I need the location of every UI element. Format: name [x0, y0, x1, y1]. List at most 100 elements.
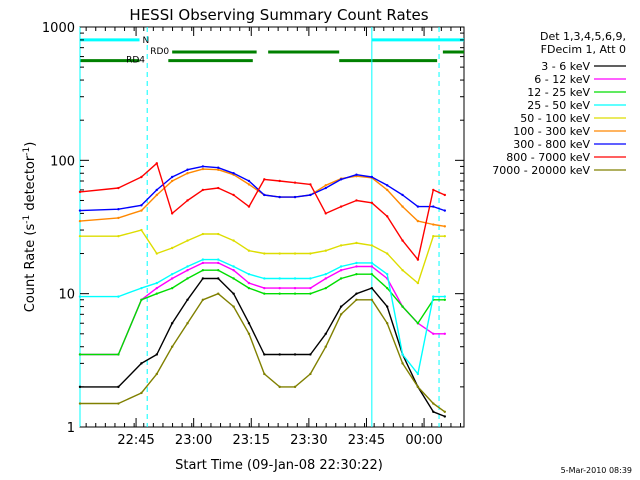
x-tick-label: 22:45: [117, 433, 154, 448]
legend-label-6: 300 - 800 keV: [513, 138, 590, 151]
series-7-point-0: [78, 190, 82, 194]
series-6-point-14: [324, 186, 327, 190]
series-5-point-0: [78, 219, 82, 223]
series-5-point-22: [443, 225, 446, 228]
series-0-point-17: [370, 286, 374, 290]
series-4-point-6: [201, 232, 205, 236]
series-4-point-2: [140, 228, 143, 232]
series-7-point-17: [370, 201, 374, 205]
series-1-point-10: [263, 286, 266, 290]
reference-lines: [79, 27, 440, 427]
series-7-point-9: [247, 205, 251, 208]
series-7-point-1: [117, 186, 120, 190]
series-3-point-0: [78, 295, 82, 298]
series-7-point-11: [278, 179, 281, 183]
series-1-point-21: [432, 332, 435, 336]
y-axis: 1 10 100 1000: [42, 21, 464, 436]
legend-header-line-0: Det 1,3,4,5,6,9,: [540, 30, 626, 43]
series-4-point-14: [324, 249, 327, 252]
series-1-point-15: [339, 268, 343, 272]
series-8-point-9: [247, 332, 251, 336]
legend-label-1: 6 - 12 keV: [534, 73, 590, 86]
series-3-point-18: [386, 272, 389, 276]
series-8-point-3: [155, 372, 158, 376]
y-axis-label: Count Rate (s-1 detector-1): [22, 142, 38, 313]
series-6-point-10: [263, 193, 266, 197]
series-5: [78, 167, 446, 228]
state-bar-label-rd0: RD0: [150, 47, 169, 57]
legend-label-4: 50 - 100 keV: [520, 112, 590, 125]
series-8-point-1: [117, 402, 120, 405]
series-3-point-9: [247, 272, 251, 276]
legend-label-8: 7000 - 20000 keV: [492, 164, 590, 177]
series-8-point-10: [263, 372, 266, 376]
series-2: [78, 268, 446, 356]
series-1-point-13: [309, 286, 312, 290]
series-8-point-15: [339, 313, 343, 316]
series-0-point-18: [386, 305, 389, 308]
series-7-point-3: [155, 162, 158, 165]
series-8-point-7: [217, 292, 220, 295]
series-2-point-7: [217, 268, 220, 272]
series-2-point-8: [232, 277, 235, 280]
series-4-point-18: [386, 252, 389, 255]
x-tick-label: 23:30: [290, 433, 327, 448]
series-1-point-14: [324, 277, 327, 280]
series-1-point-22: [443, 332, 446, 336]
series-1-point-5: [186, 268, 189, 272]
series-7-point-16: [355, 199, 358, 202]
series-0-point-9: [247, 322, 251, 325]
series-8-point-13: [309, 372, 312, 376]
series-1-point-16: [355, 265, 358, 268]
series-5-point-21: [432, 223, 435, 226]
series-2-point-0: [78, 353, 82, 356]
series-7-point-18: [386, 215, 389, 218]
series-4-point-5: [186, 239, 189, 242]
series-8-point-8: [232, 305, 235, 308]
series-2-point-9: [247, 286, 251, 290]
series-3-point-8: [232, 265, 235, 268]
series-0-point-11: [278, 353, 281, 356]
series-0-point-21: [432, 410, 435, 414]
series-8-point-12: [293, 385, 297, 389]
series-5-point-1: [117, 216, 120, 220]
legend-label-2: 12 - 25 keV: [527, 86, 590, 99]
y-tick-label: 100: [50, 154, 75, 169]
series-5-point-18: [386, 188, 389, 192]
series-8-point-5: [186, 322, 189, 325]
series-2-point-11: [278, 292, 281, 295]
series-4-point-16: [355, 241, 358, 245]
x-tick-label: 23:15: [233, 433, 270, 448]
series-3-point-21: [432, 295, 435, 298]
series-6-point-1: [117, 208, 120, 211]
series-line-1: [80, 262, 445, 356]
series-3-point-5: [186, 265, 189, 268]
series-8-point-6: [201, 298, 205, 301]
series-6-point-6: [201, 165, 205, 168]
series-line-8: [80, 293, 446, 413]
series-1-point-4: [170, 277, 174, 280]
series-3-point-2: [140, 286, 143, 290]
series-3-point-16: [355, 261, 358, 265]
series-3-point-15: [339, 265, 343, 268]
series-8-point-22: [443, 410, 446, 414]
series-0-point-3: [155, 353, 158, 356]
series-line-6: [79, 165, 446, 212]
series-2-point-19: [401, 305, 404, 308]
series-7-point-13: [309, 183, 312, 186]
series-7-point-7: [217, 186, 220, 190]
series-7-point-5: [186, 199, 189, 202]
series-line-7: [79, 162, 446, 261]
series-7-point-4: [170, 212, 174, 215]
series-3-point-17: [370, 261, 374, 265]
y-tick-label: 1000: [42, 21, 75, 36]
series-4-point-8: [232, 239, 235, 242]
series-6-point-21: [432, 205, 435, 208]
series-8-point-0: [78, 402, 82, 405]
series-0-point-6: [201, 277, 205, 280]
state-bar-label-n: N: [143, 36, 150, 46]
x-tick-label: 23:45: [348, 433, 385, 448]
series-6-point-19: [401, 193, 404, 197]
series-4-point-21: [432, 234, 435, 238]
